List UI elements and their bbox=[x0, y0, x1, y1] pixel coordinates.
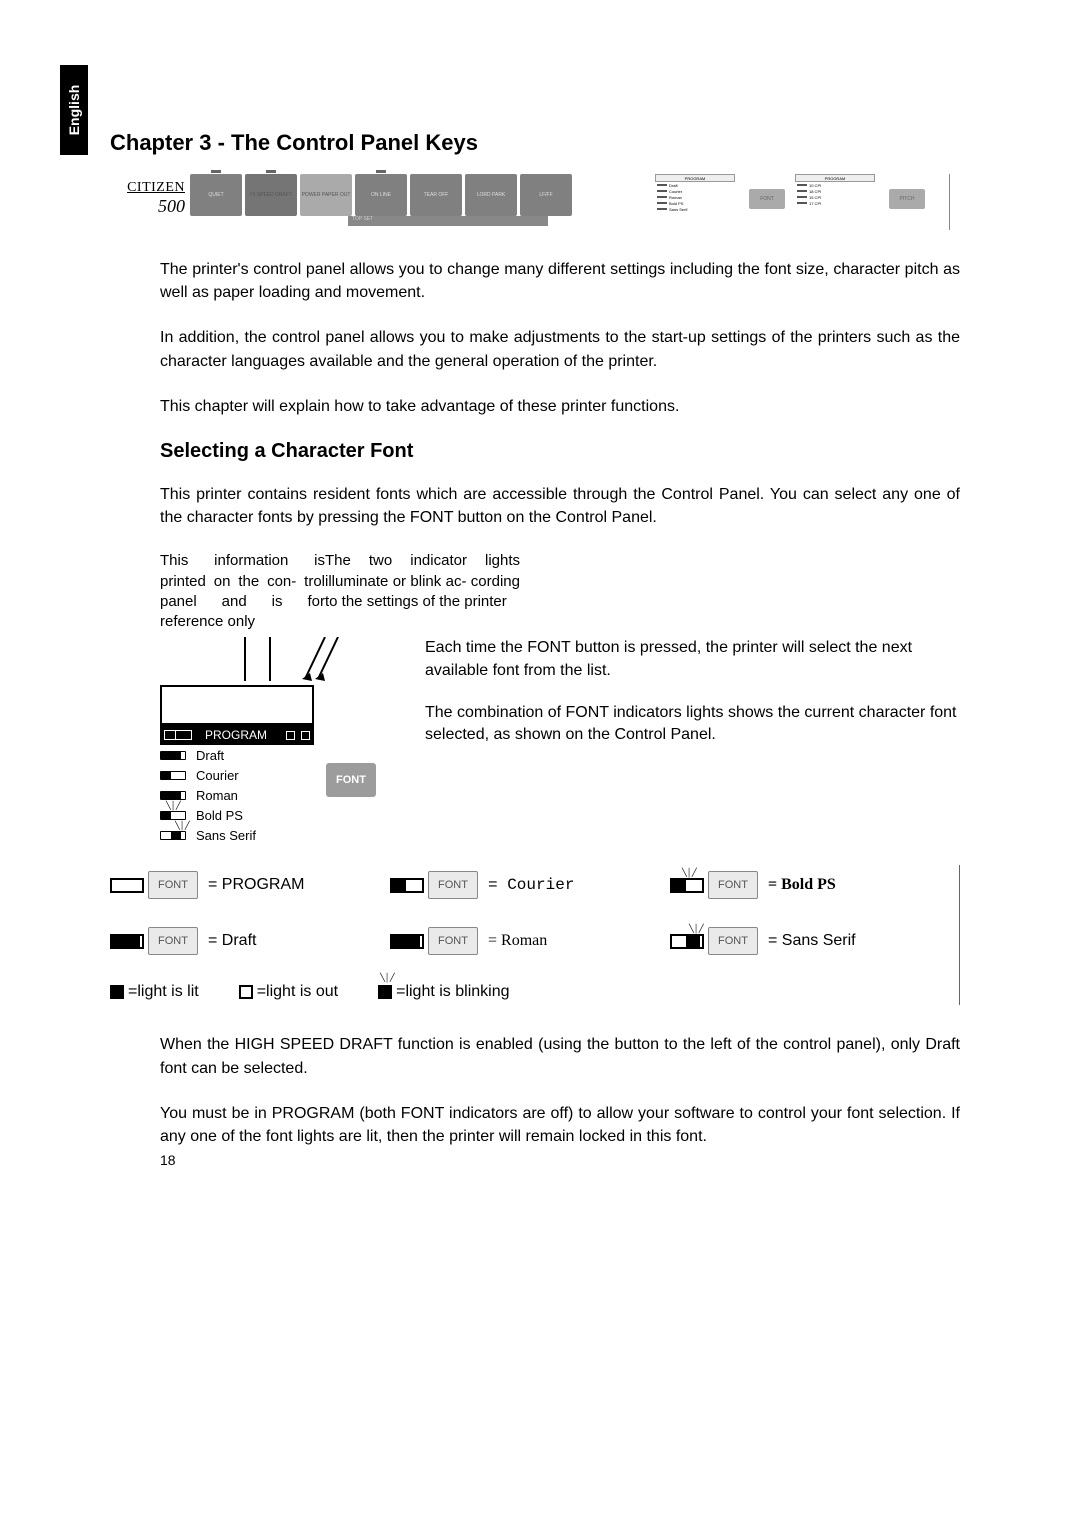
note-col-2: The two indicator lights illuminate or b… bbox=[325, 551, 520, 632]
note-col-1: This information is printed on the con- … bbox=[160, 551, 325, 632]
body-para-5: When the HIGH SPEED DRAFT function is en… bbox=[110, 1033, 960, 1079]
panel-font-btn: FONT bbox=[749, 189, 785, 209]
body-para-4: This printer contains resident fonts whi… bbox=[110, 483, 960, 529]
panel-btn-quiet: QUIET bbox=[190, 174, 242, 216]
indicator-program: FONT = PROGRAM bbox=[110, 871, 390, 899]
panel-btn-tear: TEAR OFF bbox=[410, 174, 462, 216]
panel-btn-power: POWER PAPER OUT bbox=[300, 174, 352, 216]
body-para-1: The printer's control panel allows you t… bbox=[110, 258, 960, 304]
body-para-3: This chapter will explain how to take ad… bbox=[110, 395, 960, 418]
language-tab: English bbox=[60, 65, 88, 155]
topset-strip: TOP SET bbox=[348, 216, 548, 226]
page-number: 18 bbox=[110, 1152, 960, 1168]
panel-pitch-btn: PITCH bbox=[889, 189, 925, 209]
section-title: Selecting a Character Font bbox=[110, 440, 960, 463]
indicator-courier: FONT = Courier bbox=[390, 871, 670, 899]
indicator-boldps: ╲│╱ FONT = Bold PS bbox=[670, 871, 950, 899]
body-para-6: You must be in PROGRAM (both FONT indica… bbox=[110, 1102, 960, 1148]
right-text-1: Each time the FONT button is pressed, th… bbox=[425, 637, 960, 682]
right-text-2: The combination of FONT indicators light… bbox=[425, 702, 960, 747]
font-button: FONT bbox=[326, 763, 376, 797]
note-columns: This information is printed on the con- … bbox=[160, 551, 520, 632]
indicator-roman: FONT = Roman bbox=[390, 927, 670, 955]
legend: =light is lit =light is out ╲│╱=light is… bbox=[110, 983, 959, 1001]
chapter-title: Chapter 3 - The Control Panel Keys bbox=[110, 130, 960, 156]
model-name: 500 bbox=[110, 196, 185, 217]
panel-btn-lord: LORD PARK bbox=[465, 174, 517, 216]
brand-name: CITIZEN bbox=[110, 180, 185, 196]
program-mini-right: PROGRAM 10 CPI 18 CPI 15 CPI 17 CPI bbox=[795, 174, 875, 224]
panel-btn-online: ON LINE bbox=[355, 174, 407, 216]
panel-btn-hispeed: HI-SPEED DRAFT bbox=[245, 174, 297, 216]
panel-btn-lfff: LF/FF bbox=[520, 174, 572, 216]
font-panel-diagram: PROGRAM Draft Courier Roman ╲│╱Bold PS ╲… bbox=[160, 637, 385, 845]
control-panel-diagram: CITIZEN 500 QUIET HI-SPEED DRAFT POWER P… bbox=[110, 174, 950, 230]
body-para-2: In addition, the control panel allows yo… bbox=[110, 326, 960, 372]
indicator-draft: FONT = Draft bbox=[110, 927, 390, 955]
program-mini-left: PROGRAM Draft Courier Roman Bold PS Sans… bbox=[655, 174, 735, 224]
indicator-sans: ╲│╱ FONT = Sans Serif bbox=[670, 927, 950, 955]
